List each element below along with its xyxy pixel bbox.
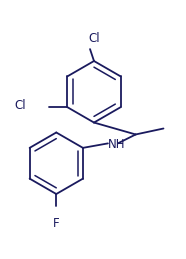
- Text: F: F: [53, 217, 60, 230]
- Text: NH: NH: [108, 138, 126, 151]
- Text: Cl: Cl: [88, 32, 100, 45]
- Text: Cl: Cl: [14, 99, 25, 112]
